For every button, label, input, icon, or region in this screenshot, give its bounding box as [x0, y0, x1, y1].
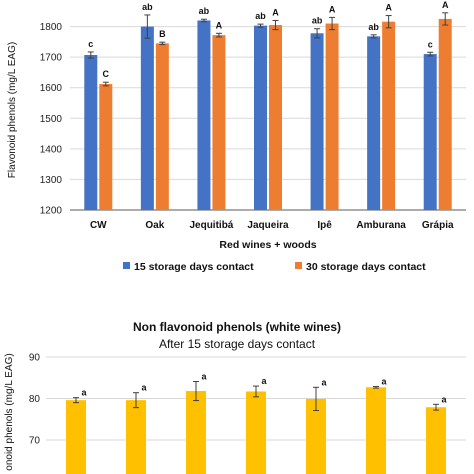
x-tick-label-CW: CW — [90, 220, 107, 231]
significance-label-2-CW: C — [103, 69, 110, 79]
bar-white-7 — [426, 407, 446, 474]
significance-label-white-2: a — [141, 383, 147, 393]
y-tick-label-1-0: 1200 — [40, 206, 63, 217]
legend-label-1: 15 storage days contact — [134, 261, 254, 273]
bar-1-Grápia — [423, 54, 437, 211]
significance-label-1-Grápia: c — [428, 39, 433, 49]
bar-2-Grápia — [438, 18, 452, 210]
significance-label-1-CW: c — [88, 39, 93, 49]
legend-swatch-1 — [123, 262, 130, 269]
significance-label-1-Oak: ab — [142, 2, 153, 12]
significance-label-2-Amburana: A — [385, 3, 392, 13]
y-tick-label-1-6: 1800 — [40, 22, 63, 33]
bar-2-CW — [99, 84, 113, 210]
chart-title-2: Non flavonoid phenols (white wines) — [133, 320, 341, 334]
y-tick-label-1-3: 1500 — [40, 114, 63, 125]
significance-label-2-Oak: B — [159, 29, 166, 39]
legend-swatch-2 — [295, 262, 302, 269]
significance-label-2-Ipê: A — [329, 4, 336, 14]
significance-label-1-Jequitibá: ab — [199, 6, 210, 16]
x-tick-label-Jaqueira: Jaqueira — [247, 220, 289, 231]
significance-label-white-1: a — [81, 388, 87, 398]
bar-2-Amburana — [382, 21, 396, 211]
x-tick-label-Amburana: Amburana — [356, 220, 406, 231]
bar-white-2 — [126, 400, 146, 474]
bar-1-Ipê — [310, 33, 324, 210]
bar-2-Jaqueira — [269, 25, 282, 210]
significance-label-2-Jequitibá: A — [216, 20, 223, 30]
significance-label-2-Jaqueira: A — [272, 7, 279, 17]
y-tick-label-1-7: 1900 — [40, 0, 63, 3]
bar-2-Ipê — [325, 23, 339, 211]
y-tick-label-1-4: 1600 — [40, 83, 63, 94]
x-axis-title-1: Red wines + woods — [219, 239, 316, 251]
bar-1-Oak — [140, 26, 154, 211]
significance-label-white-3: a — [201, 371, 207, 381]
bar-1-Jequitibá — [197, 20, 211, 211]
x-tick-label-Ipê: Ipê — [317, 220, 332, 231]
y-tick-label-2-0: 70 — [29, 436, 41, 447]
significance-label-1-Jaqueira: ab — [255, 11, 266, 21]
bar-white-1 — [66, 400, 86, 474]
bar-white-6 — [366, 387, 386, 474]
bar-2-Oak — [155, 43, 169, 211]
legend-label-2: 30 storage days contact — [306, 261, 426, 273]
significance-label-white-6: a — [381, 376, 387, 386]
significance-label-white-7: a — [441, 394, 447, 404]
significance-label-2-Grápia: A — [442, 0, 449, 10]
bar-2-Jequitibá — [212, 35, 226, 211]
bar-white-3 — [186, 391, 206, 474]
y-tick-label-1-5: 1700 — [40, 53, 63, 64]
significance-label-1-Ipê: ab — [312, 16, 323, 26]
x-tick-label-Grápia: Grápia — [422, 220, 454, 231]
y-tick-label-2-1: 80 — [29, 394, 41, 405]
y-axis-title-1: Flavonoid phenols (mg/L EAG) — [7, 42, 18, 178]
x-tick-label-Jequitibá: Jequitibá — [189, 220, 233, 231]
y-axis-title-2: onoid phenols (mg/L EAG) — [4, 353, 15, 470]
bar-white-4 — [246, 391, 266, 474]
bar-1-Jaqueira — [254, 25, 267, 211]
bar-white-5 — [306, 398, 326, 474]
y-tick-label-1-2: 1400 — [40, 144, 63, 155]
significance-label-white-5: a — [321, 377, 327, 387]
x-tick-label-Oak: Oak — [145, 220, 164, 231]
bar-1-CW — [84, 55, 98, 211]
y-tick-label-1-1: 1300 — [40, 175, 63, 186]
significance-label-1-Amburana: ab — [368, 22, 379, 32]
bar-1-Amburana — [367, 36, 381, 211]
chart-subtitle-2: After 15 storage days contact — [159, 337, 316, 351]
y-tick-label-2-2: 90 — [29, 353, 41, 364]
significance-label-white-4: a — [261, 376, 267, 386]
